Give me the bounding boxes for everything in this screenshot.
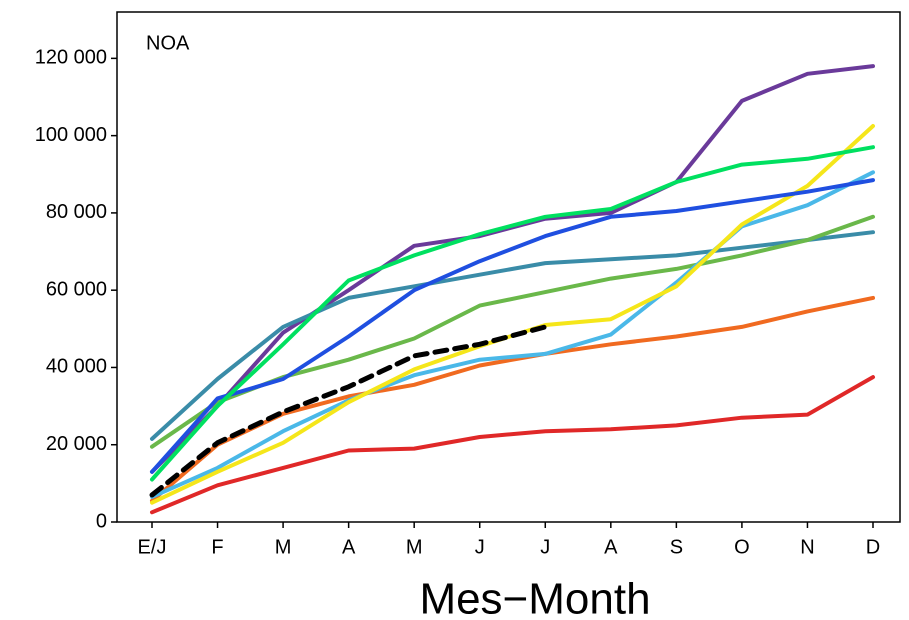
x-tick-label: A: [604, 536, 618, 558]
x-tick-label: A: [342, 536, 356, 558]
x-tick-label: O: [734, 536, 750, 558]
y-tick-label: 120 000: [35, 47, 107, 69]
y-tick-label: 80 000: [46, 201, 107, 223]
annotation: NOA: [146, 32, 190, 54]
x-tick-label: S: [670, 536, 683, 558]
x-tick-label: D: [866, 536, 880, 558]
series-line: [150, 145, 875, 482]
x-axis-label: Mes−Month: [419, 575, 650, 620]
plot-frame: [116, 11, 901, 523]
y-tick-label: 20 000: [46, 433, 107, 455]
series-line: [150, 295, 875, 503]
series-line: [150, 230, 875, 441]
series-line: [149, 324, 548, 498]
y-tick-label: 60 000: [46, 278, 107, 300]
series-line: [150, 214, 875, 449]
series-line: [150, 375, 875, 515]
x-tick-label: J: [475, 536, 485, 558]
series-line: [150, 170, 875, 499]
x-tick-label: M: [275, 536, 292, 558]
x-tick-label: N: [800, 536, 814, 558]
x-tick-label: E/J: [138, 536, 167, 558]
series-line: [150, 178, 875, 474]
x-tick-label: J: [540, 536, 550, 558]
x-tick-label: M: [406, 536, 423, 558]
x-tick-label: F: [211, 536, 223, 558]
y-tick-label: 0: [96, 510, 107, 532]
y-tick-label: 100 000: [35, 124, 107, 146]
y-tick-label: 40 000: [46, 356, 107, 378]
